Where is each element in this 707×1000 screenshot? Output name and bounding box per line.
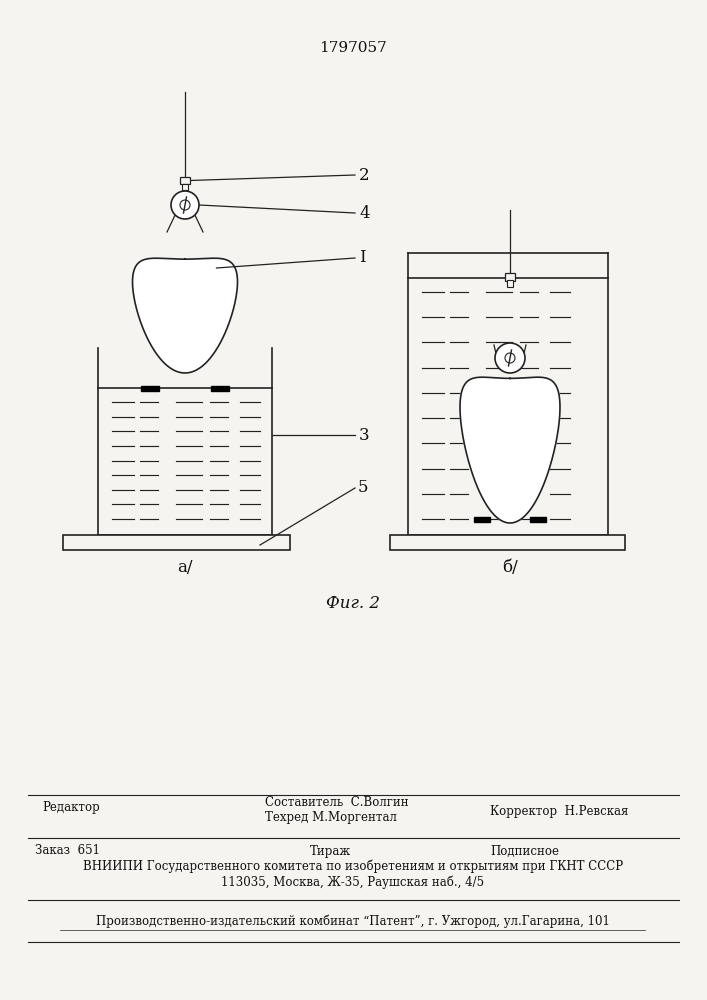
Circle shape <box>171 191 199 219</box>
Bar <box>505 273 515 281</box>
Text: 1797057: 1797057 <box>319 41 387 55</box>
Polygon shape <box>132 258 238 373</box>
Bar <box>180 177 190 184</box>
Text: 4: 4 <box>359 205 370 222</box>
Text: Тираж: Тираж <box>310 844 351 857</box>
Bar <box>63 535 290 550</box>
Text: 113035, Москва, Ж-35, Раушская наб., 4/5: 113035, Москва, Ж-35, Раушская наб., 4/5 <box>221 875 484 889</box>
Circle shape <box>495 343 525 373</box>
Bar <box>530 517 546 522</box>
Bar <box>141 386 159 391</box>
Text: Производственно-издательский комбинат “Патент”, г. Ужгород, ул.Гагарина, 101: Производственно-издательский комбинат “П… <box>96 914 610 928</box>
Text: Техред М.Моргентал: Техред М.Моргентал <box>265 812 397 824</box>
Text: 5: 5 <box>358 480 368 496</box>
Bar <box>182 184 188 190</box>
Text: б/: б/ <box>502 559 518 576</box>
Text: а/: а/ <box>177 559 193 576</box>
Circle shape <box>505 353 515 363</box>
Text: Корректор  Н.Ревская: Корректор Н.Ревская <box>490 804 629 818</box>
Bar <box>211 386 229 391</box>
Text: 2: 2 <box>359 166 370 184</box>
Text: ВНИИПИ Государственного комитета по изобретениям и открытиям при ГКНТ СССР: ВНИИПИ Государственного комитета по изоб… <box>83 859 623 873</box>
Bar <box>390 535 625 550</box>
Text: Подписное: Подписное <box>490 844 559 857</box>
Bar <box>507 280 513 287</box>
Text: Редактор: Редактор <box>42 802 100 814</box>
Text: I: I <box>359 249 366 266</box>
Text: Заказ  651: Заказ 651 <box>35 844 100 857</box>
Circle shape <box>180 200 190 210</box>
Text: Составитель  С.Волгин: Составитель С.Волгин <box>265 796 409 808</box>
Bar <box>474 517 490 522</box>
Text: 3: 3 <box>359 426 370 444</box>
Polygon shape <box>460 377 560 523</box>
Text: Фиг. 2: Фиг. 2 <box>326 595 380 612</box>
